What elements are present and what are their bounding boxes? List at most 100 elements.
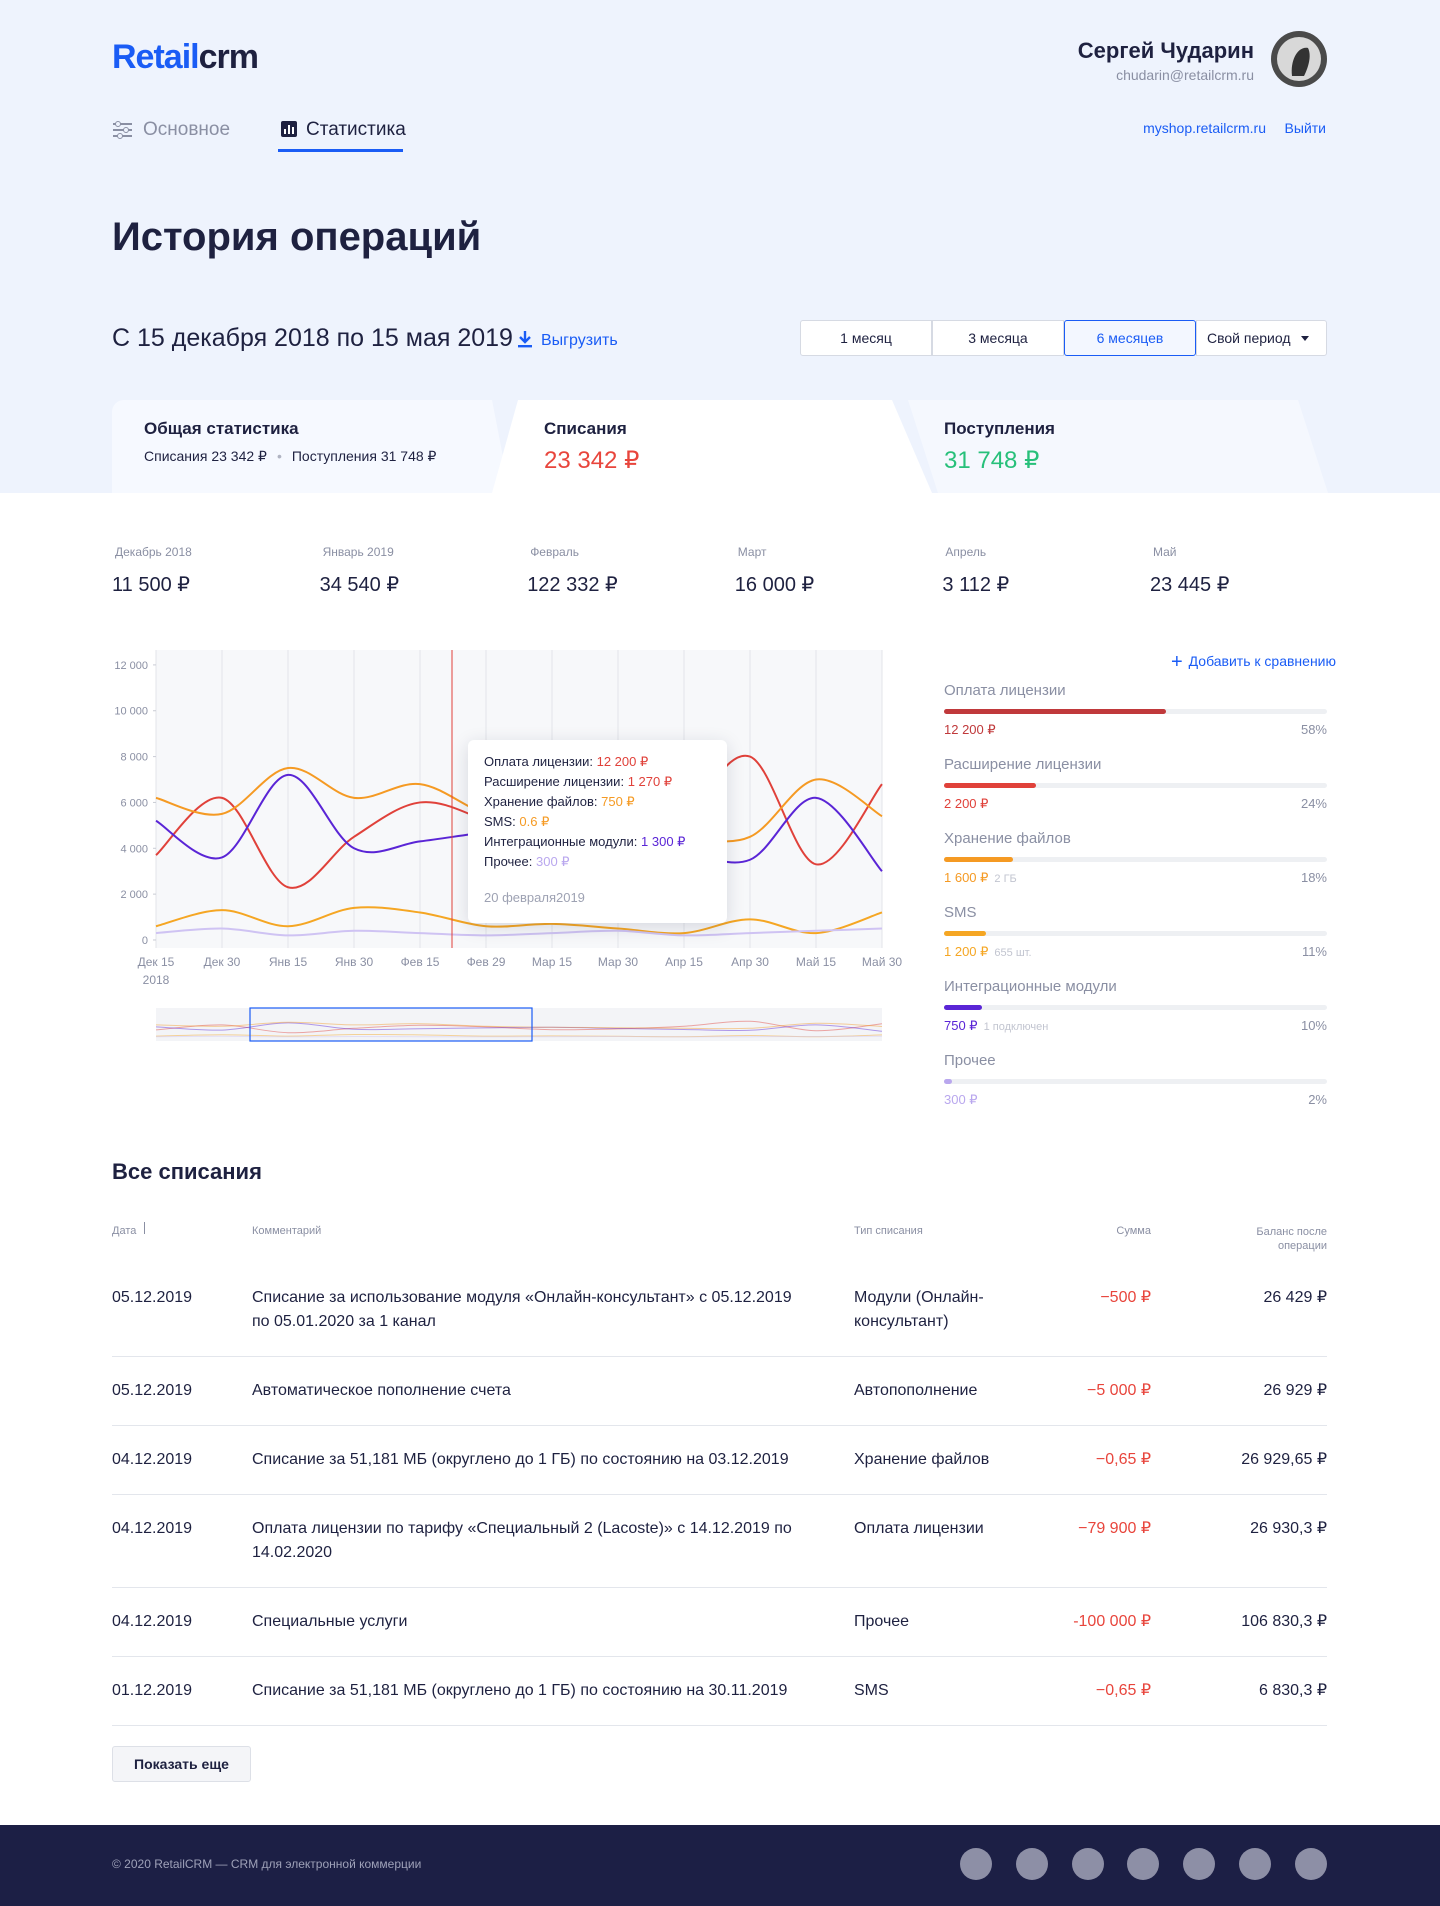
range-button[interactable]: 1 месяц <box>800 320 932 356</box>
cell-sum: -100 000 ₽ <box>1073 1613 1151 1630</box>
link[interactable]: Выйти <box>1284 120 1326 136</box>
cell-date: 01.12.2019 <box>112 1682 193 1699</box>
cell-date: 04.12.2019 <box>112 1451 193 1468</box>
add-compare[interactable]: + Добавить к сравнению <box>1170 651 1336 673</box>
cell-sum: −0,65 ₽ <box>1095 1682 1151 1699</box>
cell-balance: 106 830,3 ₽ <box>1241 1613 1327 1630</box>
month-amount: 34 540 ₽ <box>319 574 400 596</box>
tab[interactable] <box>112 400 510 493</box>
tab-title: Общая статистика <box>144 419 299 438</box>
tooltip-label: Расширение лицензии: <box>484 774 625 789</box>
tab-title: Поступления <box>944 419 1055 438</box>
nav-item[interactable]: Основное <box>143 119 231 140</box>
series-line <box>155 906 883 935</box>
download-icon <box>518 331 532 348</box>
range-button-active[interactable]: 6 месяцев <box>1064 320 1196 356</box>
item-amount: 12 200 ₽ <box>944 722 996 738</box>
item-amount: 1 200 ₽ 655 шт. <box>944 944 1032 960</box>
social-icon[interactable] <box>1072 1848 1104 1880</box>
logo-part: crm <box>198 38 259 76</box>
avatar[interactable] <box>1270 30 1328 88</box>
nav-item[interactable]: Статистика <box>306 119 406 140</box>
nav-icon <box>281 121 297 137</box>
tooltip: Оплата лицензии: 12 200 ₽ Расширение лице… <box>468 740 727 923</box>
social-icon[interactable] <box>960 1848 992 1880</box>
bar-track <box>944 931 1327 936</box>
month-label: Январь 2019 <box>322 545 394 559</box>
table: Списание за использование модуля «Онлайн… <box>112 1264 1327 1726</box>
bar-track <box>944 1005 1327 1010</box>
month-amount: 11 500 ₽ <box>112 574 190 596</box>
cell-date: 05.12.2019 <box>112 1289 193 1306</box>
month-label: Апрель <box>945 545 987 559</box>
item-name: Расширение лицензии <box>944 756 1102 773</box>
x-tick-label: Апр 30 <box>731 955 769 969</box>
social-icon[interactable] <box>1127 1848 1159 1880</box>
logo-part: Retail <box>112 38 200 76</box>
y-tick-label: 4 000 <box>120 843 148 855</box>
bar <box>944 1005 983 1010</box>
cell-comment: Списание за использование модуля «Онлайн… <box>252 1289 792 1330</box>
table-row: Списание за использование модуля «Онлайн… <box>112 1264 1327 1357</box>
navigator-line <box>155 1035 883 1038</box>
tab[interactable] <box>908 400 1328 493</box>
social-icon[interactable] <box>1016 1848 1048 1880</box>
cell-date: 05.12.2019 <box>112 1382 193 1399</box>
cell-type: Хранение файлов <box>854 1451 990 1468</box>
month-label: Февраль <box>530 545 579 559</box>
cell-balance: 26 929,65 ₽ <box>1241 1451 1327 1468</box>
cell-comment: Списание за 51,181 МБ (округлено до 1 ГБ… <box>252 1451 789 1468</box>
y-tick-label: 8 000 <box>120 752 148 764</box>
tooltip-value: 750 ₽ <box>601 794 635 809</box>
cell-type: SMS <box>854 1682 889 1699</box>
cell-balance: 26 930,3 ₽ <box>1250 1520 1327 1537</box>
export-link[interactable]: Выгрузить <box>541 332 618 349</box>
page-title: История операций <box>112 215 482 259</box>
cell-sum: −500 ₽ <box>1100 1289 1151 1306</box>
item-share: 2% <box>1308 1092 1327 1107</box>
amount: 2 200 ₽ <box>944 796 989 811</box>
table-row: Списание за 51,181 МБ (округлено до 1 ГБ… <box>112 1426 1327 1495</box>
cell-sum: −0,65 ₽ <box>1095 1451 1151 1468</box>
x-tick-label: Мар 15 <box>532 955 572 969</box>
nav-icon <box>113 121 132 139</box>
cell-comment: Специальные услуги <box>252 1613 408 1630</box>
chart: Дек 15 Дек 30 Янв 15 Янв 30 Фев 15 Фев 29 Мар … <box>114 650 902 1042</box>
tooltip-item: Хранение файлов: 750 ₽ <box>484 792 711 812</box>
tooltip-label: Хранение файлов: <box>484 794 598 809</box>
month-amount: 23 445 ₽ <box>1150 574 1230 596</box>
bar <box>944 857 1013 862</box>
cell-type: Автопополнение <box>854 1382 978 1399</box>
cell-comment: Списание за 51,181 МБ (округлено до 1 ГБ… <box>252 1682 788 1699</box>
month-label: Май <box>1153 545 1177 559</box>
bar-track <box>944 1079 1327 1084</box>
user-name: Сергей Чударин <box>1077 38 1254 63</box>
bar <box>944 709 1167 714</box>
item-share: 18% <box>1300 870 1327 885</box>
navigator-line <box>155 1033 883 1038</box>
y-tick-label: 0 <box>142 935 148 947</box>
y-tick-label: 10 000 <box>114 706 148 718</box>
cell-balance: 26 429 ₽ <box>1263 1289 1327 1306</box>
navigator-line <box>155 1022 883 1032</box>
link[interactable]: myshop.retailcrm.ru <box>1143 120 1266 136</box>
x-tick-label: Май 15 <box>796 955 837 969</box>
tab-active[interactable] <box>492 400 932 493</box>
nav-underline <box>278 149 403 152</box>
cell-comment: Оплата лицензии по тарифу «Специальный 2… <box>252 1520 792 1561</box>
social-icon[interactable] <box>1183 1848 1215 1880</box>
dot: • <box>276 448 282 464</box>
social-icon[interactable] <box>1239 1848 1271 1880</box>
more-button[interactable]: Показать еще <box>112 1746 251 1782</box>
logo[interactable]: Retailcrm <box>112 38 259 77</box>
item-share: 11% <box>1301 944 1327 959</box>
cell-date: 04.12.2019 <box>112 1520 193 1537</box>
navigator-line <box>155 1021 883 1030</box>
social-icon[interactable] <box>1295 1848 1327 1880</box>
range-select[interactable]: Свой период <box>1196 320 1327 356</box>
bar-track <box>944 783 1327 788</box>
item-name: Интеграционные модули <box>944 978 1117 995</box>
column-header[interactable]: Дата <box>112 1225 137 1237</box>
range-button[interactable]: 3 месяца <box>932 320 1064 356</box>
